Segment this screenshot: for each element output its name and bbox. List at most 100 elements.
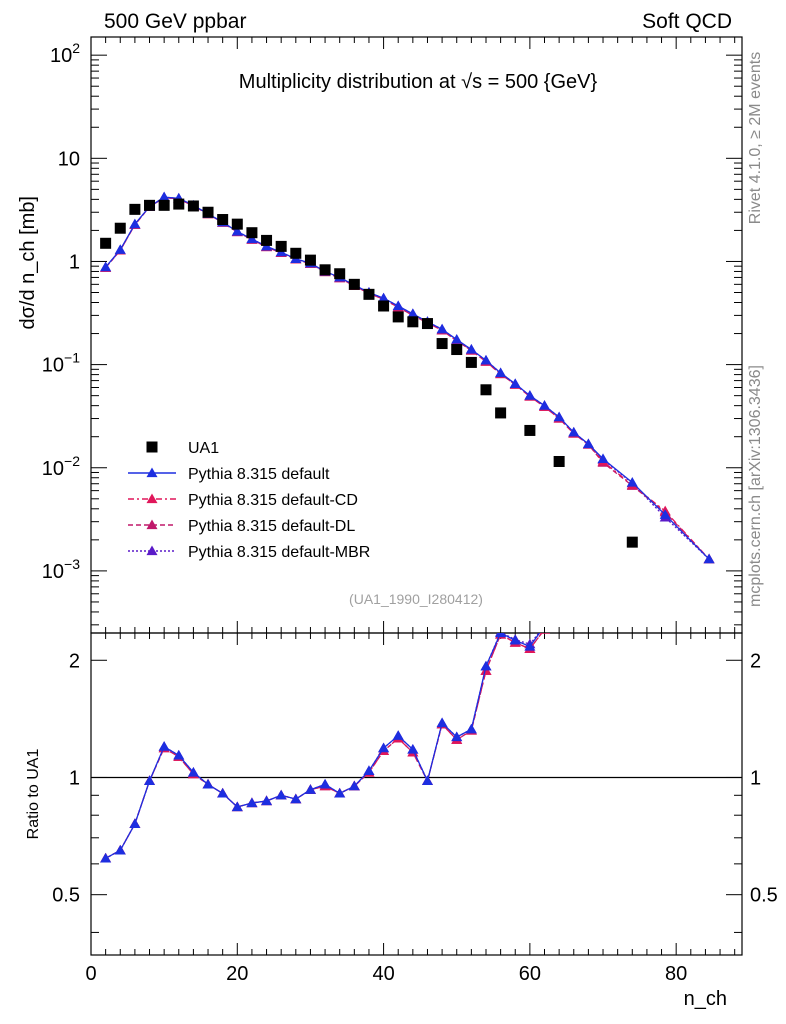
ratio-y-tick-label: 1	[750, 767, 761, 789]
ratio-series-marker	[202, 778, 214, 789]
series-marker	[436, 323, 448, 334]
series-marker	[451, 334, 463, 344]
axes-ticks: 0 20 40 60 80 10−3 10−2 10−1 1 10 102 0.5 0.5 1 1 2 2	[42, 37, 778, 985]
ratio-series-marker	[480, 660, 492, 671]
ratio-series-marker	[275, 789, 287, 800]
ratio-y-tick-label: 2	[750, 650, 761, 672]
ratio-series-marker	[334, 787, 346, 798]
data-point	[100, 237, 112, 249]
legend-label: UA1	[188, 440, 219, 457]
legend-label: Pythia 8.315 default-MBR	[188, 544, 370, 561]
series-marker	[524, 390, 536, 400]
series-marker	[407, 308, 419, 319]
series-marker	[659, 509, 671, 519]
series-marker	[129, 218, 141, 229]
series-marker	[100, 261, 112, 272]
legend-marker	[146, 545, 158, 556]
x-tick-label: 0	[85, 963, 96, 985]
data-point	[363, 288, 375, 300]
data-point	[421, 318, 433, 330]
data-point	[144, 199, 156, 211]
x-tick-label: 60	[519, 963, 541, 985]
data-point	[495, 407, 507, 419]
ratio-series-marker	[363, 765, 375, 775]
legend-label: Pythia 8.315 default	[188, 466, 330, 483]
series-marker	[495, 367, 507, 378]
ratio-series-marker	[144, 775, 156, 786]
ratio-series-marker	[392, 730, 404, 740]
data-point	[261, 234, 273, 246]
ratio-series-marker	[436, 717, 448, 728]
series-marker	[703, 553, 715, 564]
series-marker	[231, 226, 243, 236]
legend-label: Pythia 8.315 default-DL	[188, 518, 355, 535]
x-tick-label: 40	[372, 963, 394, 985]
legend-label: Pythia 8.315 default-CD	[188, 492, 358, 509]
series-marker	[480, 354, 492, 365]
ratio-series-marker	[290, 793, 302, 804]
series-marker	[582, 438, 594, 449]
y-tick-label: 1	[69, 251, 80, 273]
series-marker	[597, 453, 609, 463]
x-axis-label: n_ch	[684, 988, 727, 1010]
ratio-series-marker	[378, 742, 390, 753]
ratio-series-marker	[407, 743, 419, 754]
ratio-series-marker	[246, 797, 258, 808]
data-point	[436, 338, 448, 350]
legend: UA1 Pythia 8.315 default Pythia 8.315 defa…	[128, 440, 370, 561]
ratio-series-marker	[100, 852, 112, 863]
header-energy-label: 500 GeV ppbar	[104, 10, 246, 33]
header-category-label: Soft QCD	[642, 10, 732, 33]
ratio-series-marker	[524, 640, 536, 651]
ratio-series-marker	[261, 795, 273, 806]
data-point	[524, 424, 536, 436]
y-axis-label-text: dσ/d n_ch [mb]	[17, 196, 39, 330]
data-point	[114, 222, 126, 234]
data-point	[246, 227, 258, 239]
ratio-series-line	[105, 633, 541, 859]
data-point	[187, 200, 199, 212]
y-tick-label: 10	[58, 148, 80, 170]
x-tick-label: 20	[226, 963, 248, 985]
series-marker	[509, 378, 521, 389]
data-point	[217, 214, 229, 226]
data-point	[275, 240, 287, 252]
y-axis-label: dσ/d n_ch [mb]	[17, 196, 39, 330]
legend-marker	[146, 493, 158, 504]
series-marker	[246, 233, 258, 244]
rivet-version-label: Rivet 4.1.0, ≥ 2M events	[747, 52, 764, 224]
ratio-series-marker	[348, 780, 360, 791]
series-marker	[378, 292, 390, 303]
ratio-series-line	[105, 633, 540, 859]
ratio-series-marker	[187, 766, 199, 777]
main-plot-area	[100, 191, 715, 564]
ratio-series-marker	[173, 749, 185, 760]
data-point	[334, 268, 346, 280]
mcplots-reference-label: mcplots.cern.ch [arXiv:1306.3436]	[747, 365, 764, 607]
series-marker	[114, 244, 126, 254]
ratio-series-marker	[129, 818, 141, 829]
ratio-plot-area	[100, 633, 551, 863]
data-point	[465, 356, 477, 368]
y-tick-label: 10−1	[42, 350, 80, 377]
series-marker	[626, 476, 638, 487]
y-tick-label: 10−2	[42, 453, 80, 480]
chart-title: Multiplicity distribution at √s = 500 {G…	[239, 71, 598, 93]
data-point	[202, 206, 214, 218]
legend-marker	[146, 519, 158, 530]
ratio-series-line	[105, 633, 543, 859]
ratio-series-marker	[451, 731, 463, 742]
x-tick-label: 80	[665, 963, 687, 985]
data-point	[626, 536, 638, 548]
ratio-series-marker	[158, 741, 170, 751]
ratio-series-marker	[539, 633, 551, 634]
data-point	[392, 311, 404, 323]
ratio-y-tick-label: 1	[69, 767, 80, 789]
data-point	[231, 218, 243, 230]
ratio-series-marker	[495, 633, 507, 638]
ratio-y-tick-label: 0.5	[750, 885, 778, 907]
ratio-y-axis-label: Ratio to UA1	[25, 749, 42, 840]
data-point	[348, 278, 360, 290]
ratio-y-tick-label: 2	[69, 650, 80, 672]
